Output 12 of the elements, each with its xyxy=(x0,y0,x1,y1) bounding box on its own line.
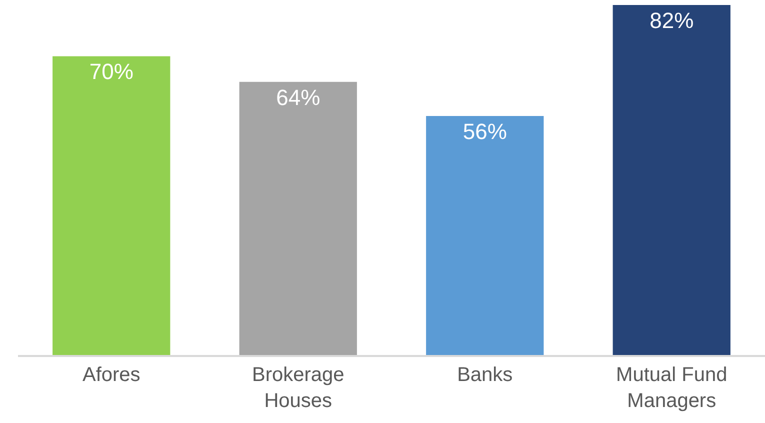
x-tick-label: Brokerage Houses xyxy=(252,364,344,412)
data-label: 56% xyxy=(462,118,507,144)
bar xyxy=(239,82,357,355)
x-tick-label: Afores xyxy=(82,364,140,386)
bar xyxy=(612,5,730,355)
bar xyxy=(52,56,170,355)
data-label: 82% xyxy=(650,8,694,33)
x-tick-label: Mutual Fund Managers xyxy=(616,364,728,412)
data-label: 64% xyxy=(276,84,320,110)
data-label: 70% xyxy=(89,59,134,84)
x-tick-label: Banks xyxy=(457,364,513,386)
bar xyxy=(426,116,544,355)
